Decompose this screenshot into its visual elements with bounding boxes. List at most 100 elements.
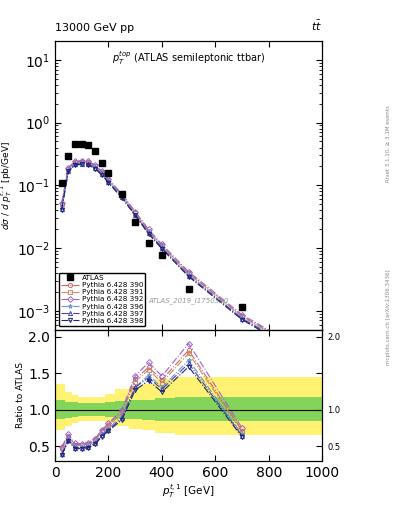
Pythia 6.428 396 [86,161,91,167]
Pythia 6.428 392 [160,241,164,247]
Pythia 6.428 392 [186,269,191,275]
Pythia 6.428 391 [93,163,97,169]
Line: Pythia 6.428 391: Pythia 6.428 391 [60,160,298,350]
Pythia 6.428 398 [106,180,111,186]
ATLAS [106,170,111,177]
Line: Pythia 6.428 397: Pythia 6.428 397 [60,162,298,352]
Pythia 6.428 396 [146,229,151,236]
Line: Pythia 6.428 396: Pythia 6.428 396 [60,161,298,351]
Pythia 6.428 398 [86,162,91,168]
X-axis label: $p_T^{t,1}$ [GeV]: $p_T^{t,1}$ [GeV] [162,482,215,500]
Text: ATLAS_2019_I1750330: ATLAS_2019_I1750330 [149,297,229,304]
Pythia 6.428 398 [240,316,244,323]
ATLAS [66,153,71,159]
Text: 13000 GeV pp: 13000 GeV pp [55,23,134,33]
Pythia 6.428 397 [160,245,164,251]
Pythia 6.428 391 [79,159,84,165]
ATLAS [160,252,164,258]
Pythia 6.428 397 [240,316,244,322]
Pythia 6.428 392 [79,158,84,164]
ATLAS [99,160,104,166]
Pythia 6.428 397 [99,172,104,178]
Pythia 6.428 396 [106,178,111,184]
Pythia 6.428 397 [59,206,64,212]
Pythia 6.428 397 [119,194,124,200]
ATLAS [133,219,138,225]
Pythia 6.428 396 [73,161,77,167]
Pythia 6.428 390 [293,344,298,350]
Pythia 6.428 398 [59,206,64,212]
Line: Pythia 6.428 398: Pythia 6.428 398 [60,162,298,353]
Pythia 6.428 397 [106,179,111,185]
Pythia 6.428 398 [73,162,77,168]
Y-axis label: Ratio to ATLAS: Ratio to ATLAS [17,362,26,428]
Pythia 6.428 397 [146,230,151,236]
Pythia 6.428 391 [133,210,138,216]
Pythia 6.428 397 [186,273,191,279]
Pythia 6.428 392 [93,162,97,168]
Y-axis label: $d\sigma$ / $d$ $p_T^{t,1}$ [pb/GeV]: $d\sigma$ / $d$ $p_T^{t,1}$ [pb/GeV] [0,141,14,230]
Pythia 6.428 397 [133,211,138,218]
Line: Pythia 6.428 392: Pythia 6.428 392 [60,159,298,348]
ATLAS [73,141,77,147]
Text: $p_T^{top}$ (ATLAS semileptonic ttbar): $p_T^{top}$ (ATLAS semileptonic ttbar) [112,50,265,68]
Pythia 6.428 391 [146,228,151,234]
Pythia 6.428 396 [66,167,71,173]
Pythia 6.428 396 [59,205,64,211]
Pythia 6.428 397 [79,161,84,167]
Pythia 6.428 390 [133,209,138,216]
ATLAS [59,180,64,186]
Pythia 6.428 392 [66,164,71,170]
ATLAS [79,141,84,147]
Pythia 6.428 398 [66,168,71,175]
Pythia 6.428 390 [79,158,84,164]
Pythia 6.428 398 [133,212,138,219]
Pythia 6.428 398 [160,246,164,252]
Pythia 6.428 392 [293,343,298,349]
Pythia 6.428 397 [66,168,71,174]
Legend: ATLAS, Pythia 6.428 390, Pythia 6.428 391, Pythia 6.428 392, Pythia 6.428 396, P: ATLAS, Pythia 6.428 390, Pythia 6.428 39… [59,273,145,326]
Pythia 6.428 397 [73,161,77,167]
Pythia 6.428 390 [240,313,244,319]
Pythia 6.428 396 [99,171,104,177]
Pythia 6.428 390 [186,270,191,276]
Pythia 6.428 397 [86,161,91,167]
Pythia 6.428 391 [106,177,111,183]
Pythia 6.428 392 [73,158,77,164]
ATLAS [240,304,244,310]
Pythia 6.428 391 [160,243,164,249]
Pythia 6.428 398 [186,273,191,280]
Pythia 6.428 392 [59,200,64,206]
Pythia 6.428 391 [119,192,124,198]
Pythia 6.428 390 [59,201,64,207]
ATLAS [146,240,151,246]
Pythia 6.428 392 [119,191,124,197]
Pythia 6.428 392 [133,208,138,215]
Pythia 6.428 391 [59,201,64,207]
Pythia 6.428 391 [293,345,298,351]
Pythia 6.428 392 [146,226,151,232]
Pythia 6.428 396 [240,315,244,321]
Pythia 6.428 397 [93,165,97,171]
ATLAS [93,148,97,154]
Text: mcplots.cern.ch [arXiv:1306.3436]: mcplots.cern.ch [arXiv:1306.3436] [386,270,391,365]
Text: Rivet 3.1.10, ≥ 3.1M events: Rivet 3.1.10, ≥ 3.1M events [386,105,391,182]
Pythia 6.428 396 [79,160,84,166]
Pythia 6.428 390 [119,191,124,198]
ATLAS [86,142,91,148]
Pythia 6.428 390 [146,227,151,233]
Pythia 6.428 398 [146,231,151,237]
Line: ATLAS: ATLAS [59,141,245,310]
Pythia 6.428 390 [66,165,71,172]
Pythia 6.428 398 [79,161,84,167]
Line: Pythia 6.428 390: Pythia 6.428 390 [60,159,298,349]
Pythia 6.428 390 [160,242,164,248]
Pythia 6.428 396 [293,346,298,352]
Pythia 6.428 398 [99,172,104,178]
Pythia 6.428 396 [119,193,124,199]
Pythia 6.428 396 [186,272,191,278]
Pythia 6.428 398 [119,195,124,201]
Pythia 6.428 396 [133,211,138,218]
Pythia 6.428 390 [93,163,97,169]
ATLAS [119,191,124,197]
